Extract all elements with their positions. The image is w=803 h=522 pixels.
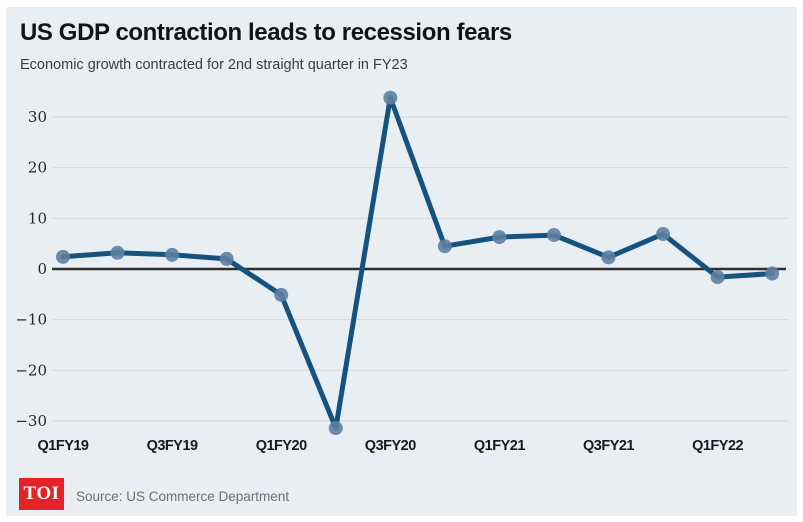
x-tick-label: Q1FY21 bbox=[474, 438, 525, 454]
data-point-Q2FY22 bbox=[765, 266, 780, 281]
x-tick-label: Q3FY21 bbox=[583, 438, 634, 454]
infographic-card bbox=[6, 7, 797, 516]
data-point-Q2FY19 bbox=[110, 245, 125, 260]
y-tick-label: −20 bbox=[15, 361, 47, 379]
data-point-Q4FY21 bbox=[656, 227, 671, 242]
x-tick-label: Q3FY20 bbox=[365, 438, 416, 454]
page-title: US GDP contraction leads to recession fe… bbox=[20, 19, 512, 46]
y-tick-label: 20 bbox=[28, 159, 47, 177]
data-point-Q2FY21 bbox=[546, 228, 561, 243]
data-point-Q3FY20 bbox=[383, 90, 398, 105]
data-point-Q1FY19 bbox=[56, 249, 70, 264]
data-point-Q4FY20 bbox=[437, 239, 452, 254]
data-point-Q1FY22 bbox=[710, 270, 725, 285]
y-tick-label: −10 bbox=[15, 311, 47, 329]
data-point-Q1FY21 bbox=[492, 230, 507, 245]
y-tick-label: 10 bbox=[28, 209, 47, 227]
y-tick-label: 0 bbox=[37, 260, 47, 278]
data-point-Q1FY20 bbox=[274, 287, 289, 302]
toi-logo: TOI bbox=[19, 478, 64, 510]
y-tick-label: −30 bbox=[15, 412, 47, 430]
page-subtitle: Economic growth contracted for 2nd strai… bbox=[20, 57, 408, 73]
x-tick-label: Q1FY19 bbox=[38, 438, 89, 454]
data-point-Q2FY20 bbox=[328, 421, 343, 436]
gdp-line bbox=[60, 95, 775, 431]
x-tick-label: Q3FY19 bbox=[147, 438, 198, 454]
data-point-Q3FY19 bbox=[165, 247, 180, 262]
data-point-Q4FY19 bbox=[219, 251, 234, 266]
data-point-Q3FY21 bbox=[601, 250, 616, 265]
x-tick-label: Q1FY22 bbox=[692, 438, 743, 454]
source-text: Source: US Commerce Department bbox=[76, 489, 290, 504]
x-tick-label: Q1FY20 bbox=[256, 438, 307, 454]
y-tick-label: 30 bbox=[28, 108, 47, 126]
